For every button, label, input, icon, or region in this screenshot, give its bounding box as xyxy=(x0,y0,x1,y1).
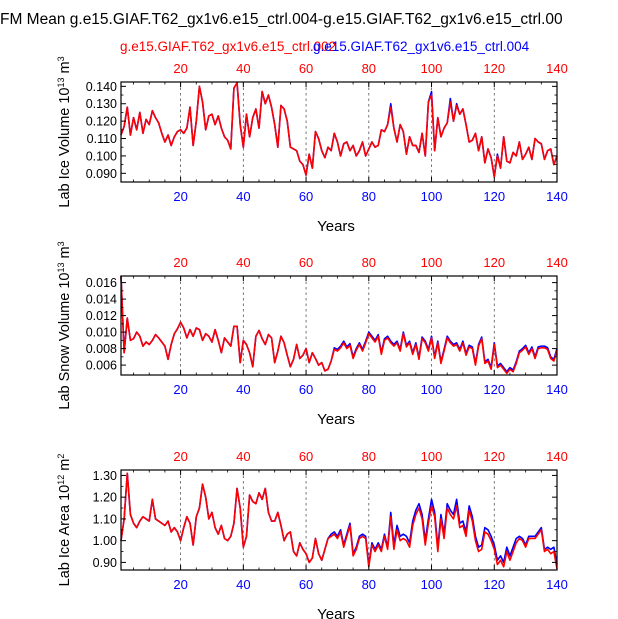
legend-entry-ctrl-002: g.e15.GIAF.T62_gx1v6.e15_ctrl.002 xyxy=(120,39,336,54)
x-tick-label-top: 80 xyxy=(362,449,376,464)
y-tick-label: 0.90 xyxy=(93,556,117,570)
x-tick-label-top: 60 xyxy=(299,255,313,270)
x-tick-label-top: 140 xyxy=(546,255,568,270)
x-tick-label-bottom: 40 xyxy=(236,189,250,204)
x-tick-label-top: 140 xyxy=(546,61,568,76)
x-tick-label-top: 100 xyxy=(421,255,443,270)
x-tick-label-bottom: 60 xyxy=(299,577,313,592)
x-tick-label-top: 40 xyxy=(236,449,250,464)
y-tick-label: 0.008 xyxy=(86,342,117,356)
x-axis-label: Years xyxy=(317,606,355,619)
x-tick-label-bottom: 140 xyxy=(546,577,568,592)
x-tick-label-top: 120 xyxy=(483,61,505,76)
y-axis-label: Lab Ice Area 1012 m2 xyxy=(56,454,73,587)
y-axis-label: Lab Ice Volume 1013 m3 xyxy=(56,56,73,207)
x-tick-label-top: 40 xyxy=(236,61,250,76)
x-tick-label-top: 120 xyxy=(483,255,505,270)
legend-entry-ctrl-004: g.e15.GIAF.T62_gx1v6.e15_ctrl.004 xyxy=(313,39,530,54)
y-tick-label: 0.140 xyxy=(86,80,117,94)
x-tick-label-bottom: 20 xyxy=(173,382,187,397)
x-tick-label-top: 80 xyxy=(362,61,376,76)
x-tick-label-top: 20 xyxy=(173,449,187,464)
y-tick-label: 1.30 xyxy=(93,469,117,483)
y-tick-label: 0.110 xyxy=(87,132,117,146)
x-tick-label-bottom: 40 xyxy=(236,577,250,592)
y-tick-label: 1.20 xyxy=(93,491,117,505)
x-tick-label-top: 120 xyxy=(483,449,505,464)
chart-panel-ice-area: 20 20 40 40 60 60 80 80 100 100 120 120 140 140 0.90 1.… xyxy=(56,449,568,619)
y-tick-label: 0.012 xyxy=(86,309,117,323)
x-tick-label-bottom: 140 xyxy=(546,189,568,204)
x-tick-label-top: 60 xyxy=(299,61,313,76)
y-tick-label: 0.014 xyxy=(86,293,117,307)
x-tick-label-bottom: 120 xyxy=(483,382,505,397)
x-tick-label-bottom: 100 xyxy=(421,382,443,397)
series-line-ctrl-002 xyxy=(120,82,558,178)
x-axis-label: Years xyxy=(317,411,355,428)
x-tick-label-bottom: 60 xyxy=(299,189,313,204)
x-tick-label-top: 40 xyxy=(236,255,250,270)
x-tick-label-bottom: 80 xyxy=(362,577,376,592)
y-tick-label: 0.016 xyxy=(86,276,117,290)
panels: 20 20 40 40 60 60 80 80 100 100 120 120 140 140 0.090 0… xyxy=(56,56,568,619)
x-tick-label-bottom: 140 xyxy=(546,382,568,397)
x-tick-label-top: 100 xyxy=(421,61,443,76)
y-tick-label: 0.010 xyxy=(86,326,117,340)
x-tick-label-top: 80 xyxy=(362,255,376,270)
plot-frame xyxy=(120,469,558,571)
series-line-ctrl-002 xyxy=(120,275,558,375)
chart-panel-ice-volume: 20 20 40 40 60 60 80 80 100 100 120 120 140 140 0.090 0… xyxy=(56,56,568,235)
x-axis-label: Years xyxy=(317,218,355,235)
y-tick-label: 0.006 xyxy=(86,359,117,373)
series-line-ctrl-002 xyxy=(120,472,558,570)
x-tick-label-bottom: 60 xyxy=(299,382,313,397)
x-tick-label-bottom: 120 xyxy=(483,577,505,592)
y-tick-label: 0.100 xyxy=(86,149,117,163)
x-tick-label-bottom: 20 xyxy=(173,577,187,592)
x-tick-label-bottom: 100 xyxy=(421,577,443,592)
x-tick-label-bottom: 120 xyxy=(483,189,505,204)
x-tick-label-top: 20 xyxy=(173,61,187,76)
plot-frame xyxy=(120,81,558,183)
figure-title: FM Mean g.e15.GIAF.T62_gx1v6.e15_ctrl.00… xyxy=(0,11,563,28)
y-axis-label: Lab Snow Volume 1013 m3 xyxy=(56,241,73,409)
x-tick-label-bottom: 80 xyxy=(362,382,376,397)
x-tick-label-bottom: 40 xyxy=(236,382,250,397)
series-line-ctrl-004 xyxy=(120,275,558,373)
x-tick-label-top: 20 xyxy=(173,255,187,270)
x-tick-label-top: 140 xyxy=(546,449,568,464)
y-tick-label: 0.090 xyxy=(86,167,117,181)
chart-panel-snow-volume: 20 20 40 40 60 60 80 80 100 100 120 120 140 140 0.006 0… xyxy=(56,241,568,428)
x-tick-label-top: 60 xyxy=(299,449,313,464)
y-tick-label: 1.00 xyxy=(93,534,117,548)
x-tick-label-top: 100 xyxy=(421,449,443,464)
x-tick-label-bottom: 80 xyxy=(362,189,376,204)
y-tick-label: 1.10 xyxy=(93,512,117,526)
x-tick-label-bottom: 20 xyxy=(173,189,187,204)
plot-frame xyxy=(120,275,558,376)
y-tick-label: 0.130 xyxy=(86,97,117,111)
x-tick-label-bottom: 100 xyxy=(421,189,443,204)
y-tick-label: 0.120 xyxy=(86,115,117,129)
